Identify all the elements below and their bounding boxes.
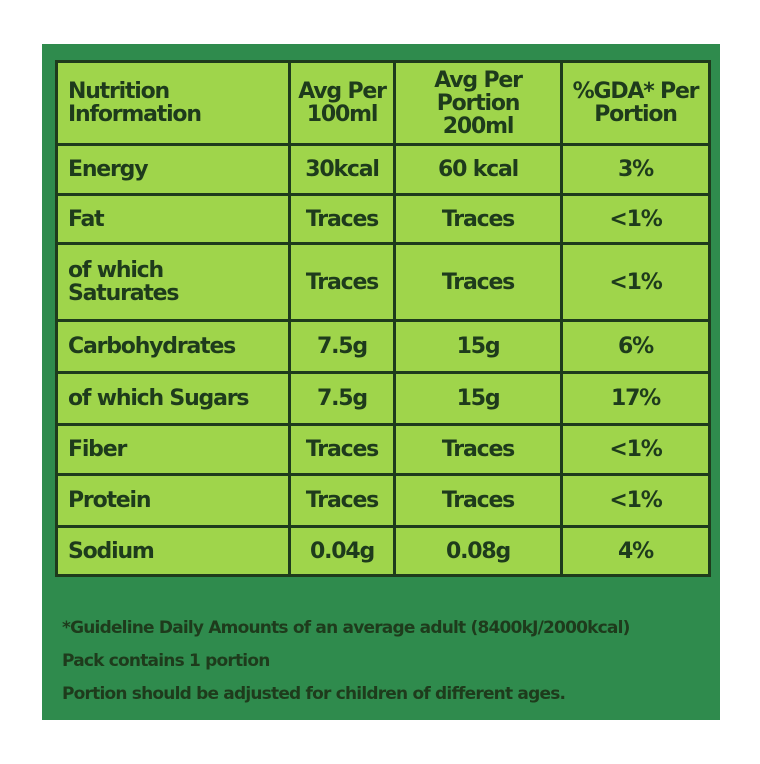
cell-text: 30kcal [305, 157, 380, 182]
cell-text: 0.08g [445, 538, 511, 564]
table-cell: 6% [560, 319, 711, 374]
note-line: *Guideline Daily Amounts of an average a… [62, 618, 630, 638]
table-cell: Nutrition Information [55, 60, 291, 146]
cell-text: Fat [68, 206, 105, 232]
cell-text: 0.04g [309, 538, 375, 564]
table-row: Carbohydrates 7.5g 15g 6% [55, 319, 711, 374]
table-row: Energy 30kcal 60 kcal 3% [55, 143, 711, 196]
table-cell: %GDA* Per Portion [560, 60, 711, 146]
cell-text: Information [68, 102, 202, 127]
cell-text: 4% [618, 538, 654, 564]
table-cell: Traces [393, 193, 563, 245]
cell-text: Traces [441, 206, 515, 232]
table-cell: Traces [393, 242, 563, 322]
cell-text: Traces [305, 437, 379, 462]
cell-text: Portion 200ml [436, 90, 521, 139]
table-cell: Traces [393, 423, 563, 476]
table-cell: <1% [560, 242, 711, 322]
cell-text: Traces [441, 269, 515, 295]
table-cell: of which Saturates [55, 242, 291, 322]
cell-text: Traces [305, 206, 379, 232]
cell-text: Protein [68, 488, 152, 513]
table-row: Nutrition Information Avg Per 100ml Avg Per P… [55, 60, 711, 146]
cell-text: Traces [305, 488, 379, 513]
cell-text: Avg Per [434, 67, 523, 93]
note-line: Pack contains 1 portion [62, 651, 270, 671]
table-cell: <1% [560, 193, 711, 245]
cell-text: Portion [594, 102, 678, 127]
table-cell: 60 kcal [393, 143, 563, 196]
table-row: Fiber Traces Traces <1% [55, 423, 711, 476]
cell-text: 7.5g [317, 334, 368, 359]
footer-notes: *Guideline Daily Amounts of an average a… [62, 612, 630, 711]
table-cell: Protein [55, 473, 291, 528]
table-cell: Energy [55, 143, 291, 196]
table-cell: Avg Per 100ml [288, 60, 396, 146]
table-cell: Carbohydrates [55, 319, 291, 374]
table-cell: 3% [560, 143, 711, 196]
table-cell: <1% [560, 473, 711, 528]
label-panel: Nutrition Information Avg Per 100ml Avg Per P… [42, 44, 720, 720]
cell-text: Carbohydrates [68, 334, 236, 359]
cell-text: 60 kcal [438, 157, 519, 182]
table-cell: Traces [288, 193, 396, 245]
table-cell: Traces [288, 423, 396, 476]
table-cell: of which Sugars [55, 371, 291, 426]
table-cell: Fat [55, 193, 291, 245]
cell-text: Energy [68, 157, 149, 182]
cell-text: <1% [609, 488, 662, 513]
cell-text: 6% [618, 334, 654, 359]
table-cell: 30kcal [288, 143, 396, 196]
cell-text: 3% [618, 157, 654, 182]
table-cell: Traces [288, 242, 396, 322]
cell-text: Avg Per [298, 79, 387, 104]
cell-text: Sodium [68, 538, 155, 564]
table-cell: 7.5g [288, 319, 396, 374]
cell-text: %GDA* Per [572, 79, 700, 104]
cell-text: <1% [609, 269, 662, 295]
table-cell: Avg Per Portion 200ml [393, 60, 563, 146]
table-cell: 0.04g [288, 525, 396, 577]
cell-text: Traces [441, 488, 515, 513]
cell-text: of which [68, 258, 164, 283]
nutrition-table: Nutrition Information Avg Per 100ml Avg Per P… [55, 60, 711, 577]
cell-text: Traces [441, 437, 515, 462]
cell-text: 15g [456, 386, 501, 411]
cell-text: Saturates [68, 281, 179, 306]
cell-text: Fiber [68, 437, 127, 462]
table-cell: 17% [560, 371, 711, 426]
cell-text: 17% [610, 386, 661, 411]
cell-text: 100ml [306, 102, 379, 127]
cell-text: <1% [609, 206, 662, 232]
table-row: Sodium 0.04g 0.08g 4% [55, 525, 711, 577]
cell-text: Nutrition [68, 79, 170, 104]
table-cell: Fiber [55, 423, 291, 476]
cell-text: 7.5g [317, 386, 368, 411]
table-row: of which Saturates Traces Traces <1% [55, 242, 711, 322]
table-row: Fat Traces Traces <1% [55, 193, 711, 245]
table-cell: 4% [560, 525, 711, 577]
table: Nutrition Information Avg Per 100ml Avg Per P… [55, 60, 711, 577]
table-cell: 15g [393, 319, 563, 374]
table-row: of which Sugars 7.5g 15g 17% [55, 371, 711, 426]
table-cell: <1% [560, 423, 711, 476]
table-cell: 0.08g [393, 525, 563, 577]
note-line: Portion should be adjusted for children … [62, 684, 566, 704]
table-cell: Sodium [55, 525, 291, 577]
table-cell: Traces [288, 473, 396, 528]
table-cell: Traces [393, 473, 563, 528]
cell-text: <1% [609, 437, 662, 462]
table-row: Protein Traces Traces <1% [55, 473, 711, 528]
table-cell: 15g [393, 371, 563, 426]
cell-text: Traces [305, 269, 379, 295]
cell-text: of which Sugars [68, 386, 249, 411]
cell-text: 15g [456, 334, 501, 359]
table-cell: 7.5g [288, 371, 396, 426]
